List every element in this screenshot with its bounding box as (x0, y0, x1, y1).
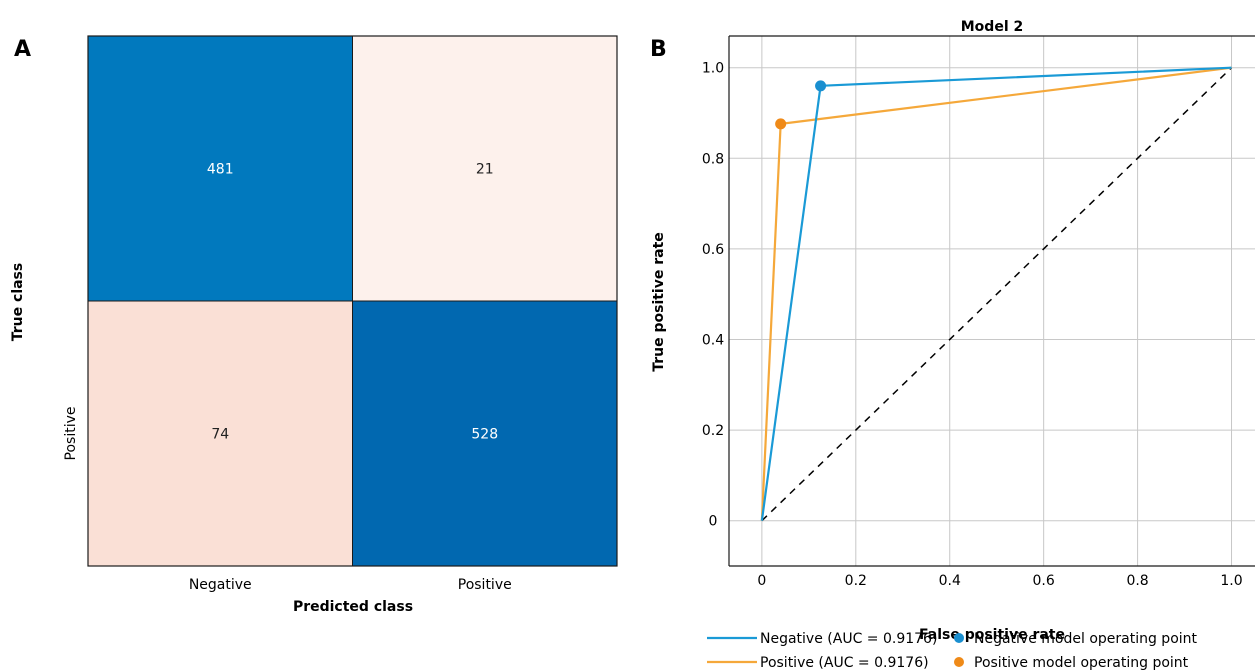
legend-series-label: Negative (AUC = 0.9176) (760, 631, 937, 647)
roc-y-axis-title: True positive rate (651, 232, 667, 372)
x-tick-label: 0 (757, 573, 766, 589)
matrix-cell-0-0 (87, 35, 353, 302)
x-tick-label: 1.0 (1220, 573, 1242, 589)
operating-point-marker (775, 118, 787, 130)
y-tick-label: 0 (709, 514, 718, 530)
panel-letter-a: A (14, 37, 31, 62)
x-tick-label: 0.8 (1126, 573, 1148, 589)
y-tick-label: 0.4 (702, 333, 724, 349)
legend-point-swatch (954, 657, 964, 667)
legend-point-label: Negative model operating point (974, 631, 1198, 647)
chance-diagonal-line (761, 67, 1233, 522)
legend-series-label: Positive (AUC = 0.9176) (760, 655, 929, 671)
matrix-cell-value: 74 (211, 427, 229, 443)
roc-legend: Negative (AUC = 0.9176) Positive (AUC = 0… (707, 631, 1198, 671)
matrix-cell-value: 481 (207, 162, 234, 178)
matrix-cell-0-1 (352, 35, 618, 302)
matrix-cell-1-0 (87, 300, 353, 567)
roc-chart-title: Model 2 (961, 19, 1023, 35)
y-tick-label: 0.6 (702, 242, 724, 258)
y-tick-label: 0.2 (702, 423, 724, 439)
x-tick-label: 0.4 (939, 573, 961, 589)
y-tick-label: 0.8 (702, 151, 724, 167)
matrix-cell-value: 528 (471, 427, 498, 443)
legend-point-label: Positive model operating point (974, 655, 1189, 671)
matrix-x-tick-label: Positive (458, 577, 512, 593)
panel-letter-b: B (650, 37, 667, 62)
confusion-y-axis-title: True class (10, 263, 26, 341)
roc-chart: 0 0.2 0.4 0.6 0.8 1.0 0 0.2 0.4 0.6 0.8 1.0 (702, 35, 1255, 589)
operating-point-marker (815, 80, 827, 92)
x-tick-label: 0.2 (845, 573, 867, 589)
matrix-y-tick-label: Positive (63, 407, 79, 461)
matrix-border (87, 35, 618, 567)
matrix-cell-value: 21 (476, 162, 494, 178)
matrix-x-tick-label: Negative (189, 577, 252, 593)
confusion-matrix: 481 21 74 528 Negative Positive Positive (63, 35, 618, 593)
matrix-cell-1-1 (352, 300, 618, 567)
x-tick-label: 0.6 (1033, 573, 1055, 589)
y-tick-label: 1.0 (702, 61, 724, 77)
legend-point-swatch (954, 633, 964, 643)
confusion-x-axis-title: Predicted class (293, 599, 413, 615)
